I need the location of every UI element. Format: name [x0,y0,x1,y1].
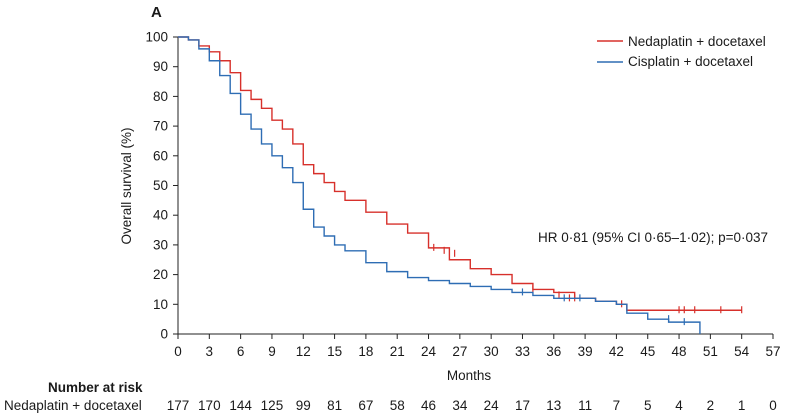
risk-value: 0 [769,398,777,413]
risk-row-values: 177 170 144 125 99 81 67 58 46 34 24 17 13 11 7 5 4 2 1 0 [167,398,777,413]
x-axis-label: Months [447,368,492,383]
x-tick-label: 18 [358,344,373,359]
risk-value: 4 [675,398,683,413]
risk-value: 5 [644,398,652,413]
survival-curve-nedaplatin [178,36,742,311]
risk-value: 34 [452,398,468,413]
y-tick-label: 80 [153,89,168,104]
risk-value: 125 [261,398,284,413]
hazard-ratio-annotation: HR 0·81 (95% CI 0·65–1·02); p=0·037 [538,230,768,245]
x-tick-label: 24 [421,344,437,359]
x-tick-label: 42 [609,344,624,359]
y-tick-label: 90 [153,59,168,74]
x-tick-label: 15 [327,344,342,359]
risk-value: 24 [484,398,500,413]
y-axis-label: Overall survival (%) [119,127,134,244]
risk-table: Number at risk Nedaplatin + docetaxel 17… [4,380,777,413]
series-layer [178,36,743,334]
y-axis-ticks: 0 10 20 30 40 50 60 70 80 90 100 [145,30,178,342]
y-tick-label: 100 [145,30,168,45]
x-tick-label: 9 [268,344,276,359]
x-tick-label: 6 [237,344,245,359]
risk-value: 1 [738,398,746,413]
x-tick-label: 0 [174,344,182,359]
risk-value: 13 [546,398,561,413]
risk-table-title: Number at risk [48,380,143,395]
y-tick-label: 30 [153,237,168,252]
y-tick-label: 40 [153,208,168,223]
legend: Nedaplatin + docetaxel Cisplatin + docet… [597,34,766,69]
x-tick-label: 36 [546,344,561,359]
x-tick-label: 3 [206,344,214,359]
x-tick-label: 30 [484,344,499,359]
risk-value: 2 [707,398,715,413]
survival-curve-cisplatin [178,36,701,334]
panel-label: A [151,4,162,21]
x-tick-label: 27 [452,344,467,359]
risk-value: 170 [198,398,221,413]
legend-label-nedaplatin: Nedaplatin + docetaxel [628,34,766,49]
risk-value: 67 [358,398,373,413]
y-tick-label: 60 [153,148,168,163]
x-tick-label: 33 [515,344,530,359]
x-tick-label: 45 [640,344,655,359]
x-tick-label: 48 [672,344,687,359]
x-tick-label: 21 [390,344,405,359]
risk-value: 11 [578,398,592,413]
x-tick-label: 39 [578,344,593,359]
y-tick-label: 20 [153,267,168,282]
risk-value: 46 [421,398,436,413]
y-tick-label: 10 [153,297,168,312]
risk-value: 144 [229,398,252,413]
y-tick-label: 70 [153,119,168,134]
legend-label-cisplatin: Cisplatin + docetaxel [628,54,753,69]
x-tick-label: 57 [765,344,780,359]
x-tick-label: 12 [296,344,311,359]
y-tick-label: 50 [153,178,168,193]
y-tick-label: 0 [160,327,168,342]
risk-value: 81 [327,398,342,413]
risk-value: 99 [296,398,311,413]
x-axis-ticks: 0 3 6 9 12 15 18 21 24 27 30 33 36 39 42 45 48 51 54 57 [174,334,781,359]
risk-value: 7 [613,398,621,413]
risk-value: 17 [515,398,530,413]
risk-value: 177 [167,398,190,413]
risk-value: 58 [390,398,405,413]
x-tick-label: 54 [734,344,750,359]
risk-row-label: Nedaplatin + docetaxel [4,398,142,413]
x-tick-label: 51 [703,344,718,359]
